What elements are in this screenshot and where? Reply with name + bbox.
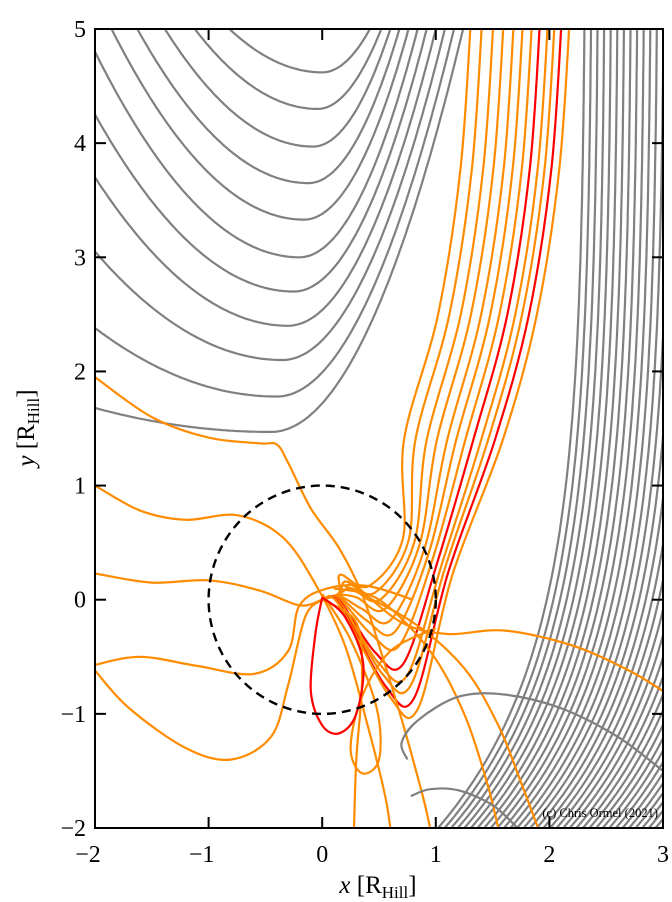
orange-inflow-curve [321,29,549,683]
orange-g-line [355,585,663,692]
x-axis-unit-sub: Hill [382,883,409,902]
orange-inflow-curve [321,29,515,625]
x-axis-var: x [338,872,350,899]
orange-h-line [344,585,540,828]
orange-inflow-curve [321,29,524,637]
gray-u-curve [136,29,401,185]
orange-e-line [95,598,323,762]
gray-shear-line [516,29,663,828]
orange-inflow-curve [321,29,495,603]
x-tick-label: 1 [430,842,442,868]
x-tick-label: −2 [75,842,101,868]
gray-shear-line [437,29,586,828]
y-tick-label: 1 [74,474,86,500]
gray-shear-line [522,314,663,828]
y-axis-unit-suffix: ] [13,389,40,397]
gray-shear-line [575,673,663,828]
axis-ticks: −2 −1 0 1 2 3 −2 −1 0 1 2 3 4 5 [60,17,669,868]
gray-shear-line [456,29,606,828]
y-tick-label: −1 [60,702,86,728]
y-tick-label: 5 [74,17,86,43]
gray-u-curve [110,29,410,221]
gray-shear-line [509,29,658,828]
y-tick-label: 2 [74,359,86,385]
gray-shear-line [542,537,663,828]
credit-text: (c) Chris Ormel (2021) [542,806,658,820]
y-axis-var: y [13,455,40,470]
gray-bottom-line [410,787,519,828]
y-tick-label: −2 [60,816,86,842]
orange-a-line [95,376,432,828]
gray-u-curve [95,29,419,259]
gray-shear-line [470,29,619,828]
gray-shear-line [463,29,612,828]
gray-loop-line [400,692,663,772]
y-axis-label: y [RHill] [13,389,43,469]
gray-shear-line [595,722,663,828]
gray-shear-line [443,29,593,828]
y-tick-label: 3 [74,245,86,271]
orange-b-line [95,484,392,828]
y-tick-label: 4 [74,131,86,157]
gray-shear-line [476,29,625,828]
x-tick-label: 3 [657,842,669,868]
gray-shear-line [489,29,639,828]
orange-c-line [95,572,323,607]
x-axis-unit-suffix: ] [408,872,416,899]
orange-inflow-curve [321,29,483,601]
gray-shear-line [634,791,663,828]
orange-i-line [333,587,500,828]
orange-inflow-curve [321,29,533,652]
gray-u-curve [95,29,437,327]
gray-u-curve [193,29,383,110]
orange-inflow-curve [321,29,505,613]
x-tick-label: −1 [189,842,215,868]
gray-u-curve [95,29,428,293]
gray-shear-line [450,29,599,828]
x-tick-label: 2 [543,842,555,868]
gray-u-curve [227,29,372,74]
red-inflow-curve [321,29,541,671]
y-axis-unit-sub: Hill [24,397,43,424]
trajectory-lines [95,29,663,828]
orange-f-line [321,593,437,775]
gray-shear-line [562,631,663,828]
gray-shear-line [568,653,663,828]
gray-shear-line [549,574,663,828]
gray-shear-line [529,423,663,828]
gray-shear-line [555,605,663,828]
y-axis-unit-prefix: [R [13,424,40,449]
y-tick-label: 0 [74,588,86,614]
gray-u-curve [163,29,392,148]
orange-inflow-curve [321,29,472,601]
x-axis-unit-prefix: [R [357,872,382,899]
gray-u-curve [95,29,447,362]
gray-shear-line [503,29,652,828]
gray-shear-line [536,489,663,828]
gray-shear-line [483,29,632,828]
orange-d-line [95,583,414,676]
plot-frame [94,28,664,829]
orange-inflow-curve [321,29,556,695]
hill-sphere-circle [207,484,438,716]
gray-shear-line [496,29,645,828]
gray-shear-line [648,808,663,828]
x-axis-label: x [RHill] [338,872,416,902]
red-loop-line [309,596,365,735]
orange-j-line [321,598,364,828]
gray-u-curve [95,29,456,398]
x-tick-label: 0 [316,842,328,868]
orange-inflow-curve [321,29,571,720]
